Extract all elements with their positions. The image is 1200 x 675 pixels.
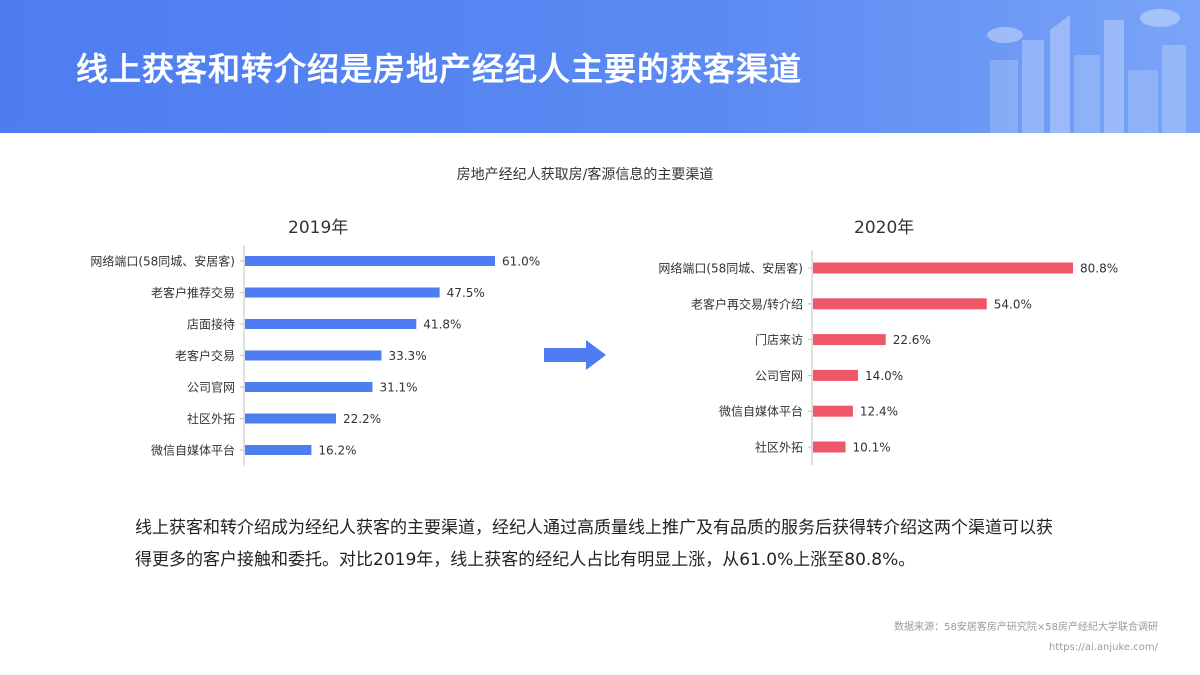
- category-label-2019: 老客户推荐交易: [151, 285, 235, 300]
- chart-title: 房地产经纪人获取房/客源信息的主要渠道: [456, 167, 714, 183]
- bar-2019: [245, 350, 382, 361]
- bar-2019: [245, 287, 440, 298]
- category-label-2020: 微信自媒体平台: [719, 404, 803, 419]
- value-label-2019: 33.3%: [388, 349, 426, 363]
- description-text: 线上获客和转介绍成为经纪人获客的主要渠道，经纪人通过高质量线上推广及有品质的服务…: [135, 512, 1095, 576]
- value-label-2019: 22.2%: [343, 412, 381, 426]
- source-url: https://ai.anjuke.com/: [1048, 642, 1158, 653]
- bar-2019: [245, 319, 417, 329]
- value-label-2019: 41.8%: [423, 318, 461, 332]
- bar-2020: [813, 405, 853, 417]
- bar-2019: [245, 382, 373, 392]
- category-label-2020: 公司官网: [755, 368, 803, 383]
- value-label-2020: 22.6%: [893, 333, 931, 347]
- bar-2020: [813, 369, 859, 381]
- bar-2019: [245, 256, 495, 266]
- category-label-2019: 店面接待: [187, 317, 235, 332]
- data-source: 数据来源：58安居客房产研究院×58房产经纪大学联合调研 https://ai.…: [894, 618, 1158, 658]
- description-line-1: 线上获客和转介绍成为经纪人获客的主要渠道，经纪人通过高质量线上推广及有品质的服务…: [135, 518, 1053, 538]
- bar-2020: [813, 298, 987, 310]
- value-label-2020: 10.1%: [853, 441, 891, 455]
- city-skyline-decoration: [987, 9, 1186, 133]
- value-label-2019: 31.1%: [379, 381, 417, 395]
- category-label-2020: 社区外拓: [755, 440, 803, 455]
- value-label-2019: 16.2%: [318, 444, 356, 458]
- value-label-2020: 80.8%: [1080, 262, 1118, 276]
- category-label-2020: 门店来访: [755, 332, 803, 347]
- year-label-2019: 2019年: [288, 218, 349, 238]
- category-label-2020: 老客户再交易/转介绍: [691, 296, 803, 311]
- value-label-2020: 54.0%: [994, 297, 1032, 311]
- source-text: 数据来源：58安居客房产研究院×58房产经纪大学联合调研: [894, 622, 1158, 633]
- bar-2020: [813, 441, 846, 453]
- bar-2019: [245, 445, 312, 455]
- arrow-right-icon: [544, 340, 606, 370]
- header-banner: 线上获客和转介绍是房地产经纪人主要的获客渠道: [0, 0, 1200, 133]
- category-label-2019: 微信自媒体平台: [151, 443, 235, 458]
- value-label-2019: 61.0%: [502, 255, 540, 269]
- page-title: 线上获客和转介绍是房地产经纪人主要的获客渠道: [76, 50, 803, 88]
- bar-2019: [245, 413, 336, 424]
- category-label-2019: 老客户交易: [175, 348, 235, 363]
- value-label-2019: 47.5%: [447, 286, 485, 300]
- year-label-2020: 2020年: [854, 218, 915, 238]
- bar-2020: [813, 334, 886, 346]
- description-line-2: 得更多的客户接触和委托。对比2019年，线上获客的经纪人占比有明显上涨，从61.…: [135, 550, 916, 570]
- category-label-2020: 网络端口(58同城、安居客): [658, 261, 803, 276]
- category-label-2019: 社区外拓: [187, 411, 235, 426]
- bar-charts: 网络端口(58同城、安居客) 61.0% 老客户推荐交易 47.5% 店面接待 41.8%…: [90, 245, 1118, 466]
- value-label-2020: 14.0%: [865, 369, 903, 383]
- bar-2020: [813, 262, 1073, 274]
- value-label-2020: 12.4%: [860, 405, 898, 419]
- category-label-2019: 公司官网: [187, 380, 235, 395]
- category-label-2019: 网络端口(58同城、安居客): [90, 254, 235, 269]
